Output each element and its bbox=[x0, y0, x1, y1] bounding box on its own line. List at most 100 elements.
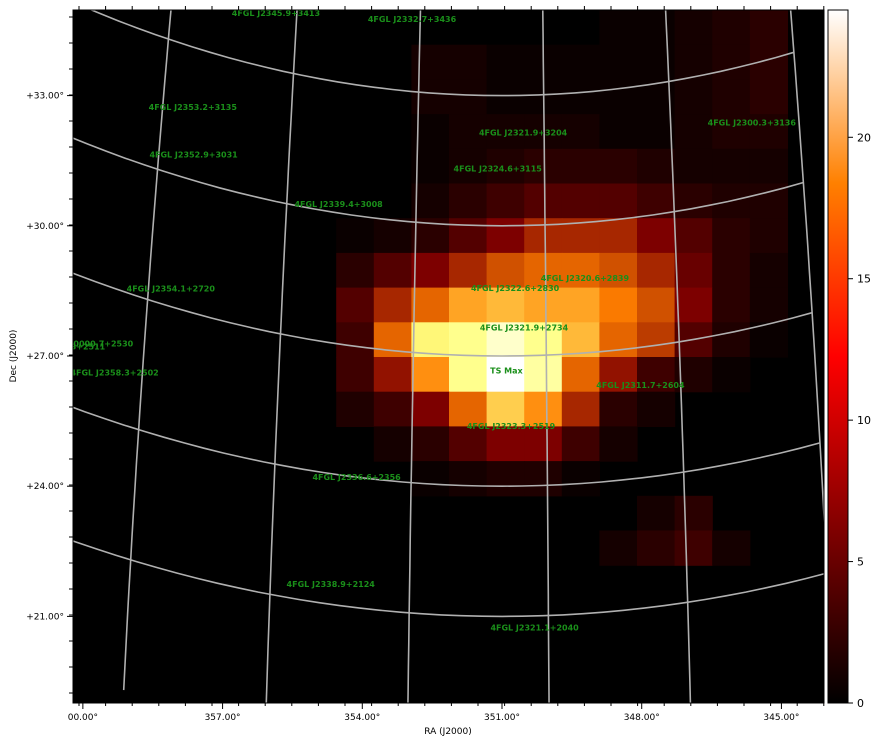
heatmap-cell bbox=[561, 148, 600, 185]
ra-grid-line bbox=[122, 10, 172, 691]
heatmap-cell bbox=[637, 322, 676, 358]
heatmap-cells bbox=[336, 10, 788, 566]
source-label: 4FGL J2321.1+2040 bbox=[490, 623, 579, 632]
colorbar-tick-label: 5 bbox=[857, 556, 864, 569]
heatmap-cell bbox=[749, 322, 788, 358]
source-label: 4FGL J0000.7+2530 bbox=[45, 339, 134, 348]
y-tick-label: +33.00° bbox=[26, 92, 64, 102]
heatmap-cell bbox=[712, 10, 751, 46]
heatmap-cell bbox=[449, 79, 488, 115]
heatmap-cell bbox=[486, 79, 525, 115]
heatmap-cell bbox=[486, 218, 525, 254]
heatmap-cell bbox=[524, 461, 563, 497]
heatmap-cell bbox=[749, 148, 788, 185]
heatmap-cell bbox=[449, 218, 488, 254]
heatmap-cell bbox=[449, 44, 488, 80]
heatmap-cell bbox=[712, 252, 751, 289]
heatmap-cell bbox=[599, 530, 638, 566]
heatmap-cell bbox=[336, 218, 375, 254]
heatmap-cell bbox=[336, 287, 375, 323]
heatmap-cell bbox=[599, 114, 638, 150]
heatmap-cell bbox=[599, 79, 638, 115]
source-label: 4FGL J2300.3+3136 bbox=[708, 119, 797, 128]
heatmap-cell bbox=[411, 357, 450, 393]
dec-grid-line bbox=[73, 406, 821, 488]
source-label: 4FGL J2332.7+3436 bbox=[368, 15, 457, 24]
heatmap-cell bbox=[674, 183, 713, 219]
heatmap-cell bbox=[486, 183, 525, 219]
source-labels: 4FGL J2343.6+3438 4FGL J2332.7+3436 4FGL J… bbox=[45, 0, 797, 632]
heatmap-cell bbox=[486, 44, 525, 80]
heatmap-cell bbox=[561, 252, 600, 289]
dec-grid-line bbox=[73, 272, 813, 357]
dec-grid-line bbox=[73, 137, 804, 227]
heatmap-cell bbox=[411, 79, 450, 115]
colorbar-gradient bbox=[827, 9, 849, 704]
heatmap-cell bbox=[561, 183, 600, 219]
heatmap-cell bbox=[599, 148, 638, 185]
heatmap-cell bbox=[637, 495, 676, 532]
heatmap-cell bbox=[712, 287, 751, 323]
heatmap-cell bbox=[749, 252, 788, 289]
heatmap-cell bbox=[486, 391, 525, 427]
heatmap-cell bbox=[712, 114, 751, 150]
heatmap-cell bbox=[637, 530, 676, 566]
source-label: 4FGL J2324.6+3115 bbox=[454, 165, 543, 174]
heatmap-cell bbox=[411, 44, 450, 80]
heatmap-cell bbox=[599, 44, 638, 80]
source-label: 4FGL J2352.9+3031 bbox=[149, 151, 238, 160]
heatmap-cell bbox=[411, 426, 450, 462]
source-label: 4FGL J2311.7+2604 bbox=[596, 381, 685, 390]
heatmap-cell bbox=[449, 183, 488, 219]
heatmap-cell bbox=[486, 287, 525, 323]
heatmap-cell bbox=[712, 148, 751, 185]
heatmap-cell bbox=[449, 426, 488, 462]
heatmap-cell bbox=[486, 461, 525, 497]
heatmap-cell bbox=[486, 114, 525, 150]
heatmap-cell bbox=[712, 79, 751, 115]
heatmap-cell bbox=[373, 287, 412, 323]
source-label: 4FGL J2320.6+2839 bbox=[541, 274, 630, 283]
heatmap-cell bbox=[411, 322, 450, 358]
heatmap-cell bbox=[373, 426, 412, 462]
heatmap-cell bbox=[524, 322, 563, 358]
heatmap-cell bbox=[749, 79, 788, 115]
ra-grid-line bbox=[265, 10, 298, 703]
heatmap-cell bbox=[524, 148, 563, 185]
heatmap-cell bbox=[561, 426, 600, 462]
source-label: 4FGL J2343.6+3438 bbox=[257, 0, 346, 5]
dec-grid-line bbox=[73, 540, 824, 618]
heatmap-cell bbox=[486, 252, 525, 289]
heatmap-cell bbox=[561, 461, 600, 497]
x-axis-label: RA (J2000) bbox=[424, 727, 472, 737]
heatmap-cell bbox=[674, 114, 713, 150]
heatmap-cell bbox=[524, 426, 563, 462]
heatmap-cell bbox=[524, 287, 563, 323]
heatmap-cell bbox=[449, 391, 488, 427]
colorbar-tick-label: 20 bbox=[857, 131, 871, 144]
heatmap-cell bbox=[449, 357, 488, 393]
heatmap-cell bbox=[449, 114, 488, 150]
heatmap-cell bbox=[336, 357, 375, 393]
ra-grid-line bbox=[789, 10, 824, 532]
source-label: 4FGL J2354.1+2720 bbox=[127, 285, 216, 294]
heatmap-cell bbox=[637, 252, 676, 289]
heatmap-cell bbox=[561, 287, 600, 323]
heatmap-cell bbox=[561, 391, 600, 427]
heatmap-cell bbox=[524, 357, 563, 393]
heatmap-cell bbox=[637, 287, 676, 323]
source-label: 4FGL J2353.2+3135 bbox=[149, 103, 238, 112]
heatmap-cell bbox=[599, 426, 638, 462]
heatmap-cell bbox=[637, 44, 676, 80]
heatmap-cell bbox=[561, 357, 600, 393]
source-label: 4FGL J2336.6+2356 bbox=[312, 473, 401, 482]
source-label: 4FGL J2321.9+3204 bbox=[479, 129, 568, 138]
heatmap-cell bbox=[449, 461, 488, 497]
heatmap-cell bbox=[373, 252, 412, 289]
heatmap-cell bbox=[637, 357, 676, 393]
heatmap-cell bbox=[411, 252, 450, 289]
y-tick-label: +27.00° bbox=[26, 352, 64, 362]
x-tick-label: 351.00° bbox=[484, 713, 520, 723]
heatmap-cell bbox=[411, 287, 450, 323]
heatmap-cell bbox=[712, 44, 751, 80]
